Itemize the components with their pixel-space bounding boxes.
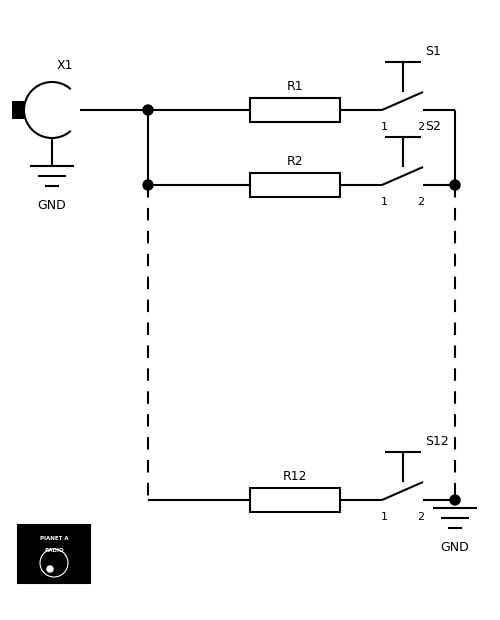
Text: GND: GND — [38, 199, 66, 212]
Text: S1: S1 — [426, 45, 442, 58]
Text: R2: R2 — [286, 155, 304, 168]
Bar — [12, 101, 24, 119]
Text: 2: 2 — [418, 122, 424, 132]
Bar — [18, 525, 90, 583]
Circle shape — [143, 180, 153, 190]
Text: 1: 1 — [380, 512, 388, 522]
Circle shape — [450, 180, 460, 190]
Text: R1: R1 — [286, 80, 304, 93]
Text: PIANET A: PIANET A — [40, 536, 68, 541]
Text: R12: R12 — [283, 470, 307, 483]
Text: 2: 2 — [418, 197, 424, 207]
Text: RADIO: RADIO — [44, 549, 64, 554]
Text: 1: 1 — [380, 122, 388, 132]
Circle shape — [450, 495, 460, 505]
Text: X1: X1 — [57, 59, 74, 72]
Text: S2: S2 — [426, 120, 442, 133]
Text: 1: 1 — [380, 197, 388, 207]
Text: 2: 2 — [418, 512, 424, 522]
Circle shape — [47, 566, 53, 572]
Bar — [250, 488, 340, 512]
Text: GND: GND — [440, 541, 470, 554]
Text: S12: S12 — [426, 435, 449, 448]
Circle shape — [143, 105, 153, 115]
Bar — [250, 173, 340, 197]
Bar — [250, 98, 340, 122]
